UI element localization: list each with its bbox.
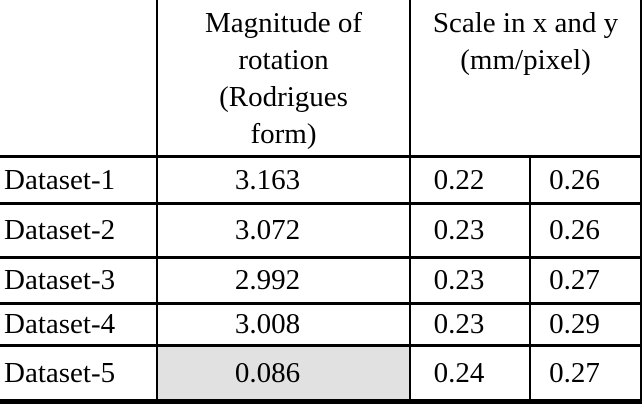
scale-y-cell: 0.27 (530, 256, 642, 304)
magnitude-cell: 3.008 (156, 302, 411, 346)
scale-x-cell: 0.24 (410, 344, 531, 404)
magnitude-cell: 3.072 (156, 202, 411, 258)
results-table: Magnitude of rotation (Rodrigues form) S… (0, 0, 642, 404)
magnitude-cell: 3.163 (156, 155, 411, 204)
magnitude-header-text: Magnitude of rotation (Rodrigues form) (204, 7, 363, 150)
row-label: Dataset-1 (0, 155, 157, 204)
scale-column-header: Scale in x and y (mm/pixel) (410, 0, 642, 158)
scale-x-cell: 0.23 (410, 256, 531, 304)
scale-y-cell: 0.29 (530, 302, 642, 346)
row-label: Dataset-3 (0, 256, 157, 304)
scale-x-cell: 0.23 (410, 302, 531, 346)
scale-y-cell: 0.27 (530, 344, 642, 404)
scale-x-cell: 0.23 (410, 202, 531, 258)
table-row-dataset-3: Dataset-3 2.992 0.23 0.27 (0, 256, 642, 304)
row-label: Dataset-4 (0, 302, 157, 346)
row-label: Dataset-5 (0, 344, 157, 404)
table-row-dataset-5: Dataset-5 0.086 0.24 0.27 (0, 344, 642, 404)
table-row-dataset-4: Dataset-4 3.008 0.23 0.29 (0, 302, 642, 346)
table-row-dataset-1: Dataset-1 3.163 0.22 0.26 (0, 155, 642, 204)
header-row: Magnitude of rotation (Rodrigues form) S… (0, 0, 642, 158)
magnitude-cell: 2.992 (156, 256, 411, 304)
magnitude-column-header: Magnitude of rotation (Rodrigues form) (156, 0, 411, 158)
magnitude-cell-highlighted: 0.086 (156, 344, 411, 404)
table-row-dataset-2: Dataset-2 3.072 0.23 0.26 (0, 202, 642, 258)
scale-y-cell: 0.26 (530, 155, 642, 204)
corner-cell (0, 0, 157, 158)
scale-header-text: Scale in x and y (mm/pixel) (432, 7, 619, 76)
row-label: Dataset-2 (0, 202, 157, 258)
scale-y-cell: 0.26 (530, 202, 642, 258)
scale-x-cell: 0.22 (410, 155, 531, 204)
